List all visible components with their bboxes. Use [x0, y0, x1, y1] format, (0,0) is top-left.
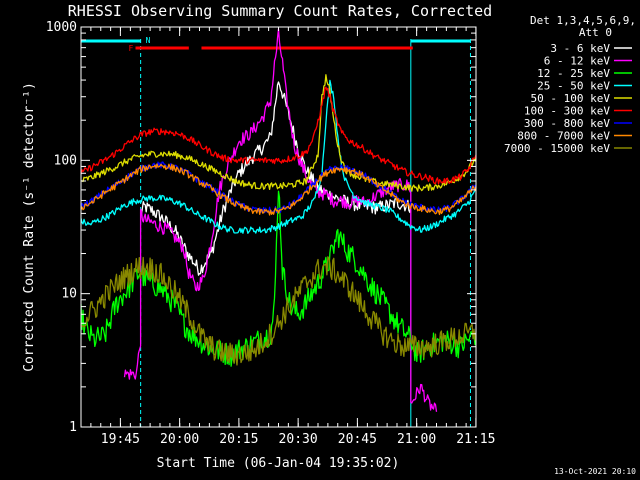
series-line	[81, 79, 476, 234]
chart-title: RHESSI Observing Summary Count Rates, Co…	[68, 2, 492, 20]
x-tick-label: 20:00	[160, 432, 199, 447]
y-axis-label: Corrected Count Rate (s⁻¹ detector⁻¹)	[22, 82, 37, 372]
x-tick-label: 20:15	[219, 432, 258, 447]
saa-flag-label: N	[146, 36, 151, 45]
series-line	[81, 256, 476, 366]
legend-label: 300 - 800 keV	[524, 117, 610, 130]
legend-header-line-1: Det 1,3,4,5,6,9,	[530, 14, 636, 27]
legend-header-line-2: Att 0	[579, 26, 612, 39]
y-tick-label: 1	[69, 420, 77, 435]
legend-label: 800 - 7000 keV	[517, 130, 610, 143]
legend-label: 100 - 300 keV	[524, 105, 610, 118]
y-tick-label: 10	[61, 287, 77, 302]
axes-layer: 1 10 100 1000 19:45 20:00 20:15 20:30 20:45 21:00…	[46, 20, 496, 447]
data-layer: FN	[81, 28, 476, 427]
plot-area: FN	[81, 28, 476, 427]
x-tick-label: 20:30	[279, 432, 318, 447]
series-line	[81, 74, 476, 192]
x-tick-label: 21:00	[397, 432, 436, 447]
legend-label: 7000 - 15000 keV	[504, 142, 610, 155]
y-tick-label: 100	[54, 153, 77, 168]
series-line	[81, 163, 476, 216]
series-line	[81, 190, 476, 367]
legend-label: 50 - 100 keV	[531, 92, 611, 105]
x-axis-label: Start Time (06-Jan-04 19:35:02)	[157, 456, 400, 471]
legend-label: 3 - 6 keV	[550, 42, 610, 55]
footer-timestamp: 13-Oct-2021 20:10	[554, 467, 636, 476]
x-tick-label: 20:45	[338, 432, 377, 447]
x-tick-label: 19:45	[101, 432, 140, 447]
legend-label: 25 - 50 keV	[537, 80, 610, 93]
legend-label: 6 - 12 keV	[544, 55, 611, 68]
legend-label: 12 - 25 keV	[537, 67, 610, 80]
y-tick-label: 1000	[46, 20, 77, 35]
series-line	[81, 86, 476, 185]
flare-flag-label: F	[129, 44, 134, 53]
x-tick-label: 21:15	[456, 432, 495, 447]
